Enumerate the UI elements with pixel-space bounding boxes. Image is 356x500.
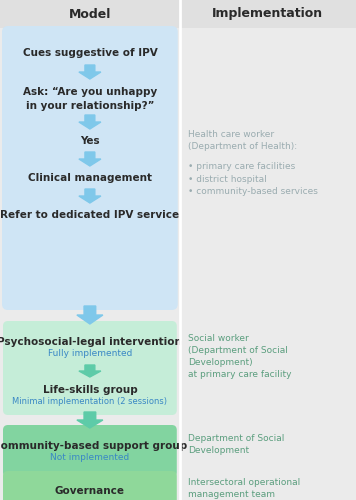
Text: Clinical management: Clinical management: [28, 173, 152, 183]
Text: Life-skills group: Life-skills group: [42, 385, 137, 395]
Text: Psychosocial-legal intervention: Psychosocial-legal intervention: [0, 337, 182, 347]
Polygon shape: [79, 365, 101, 377]
FancyBboxPatch shape: [3, 425, 177, 477]
Polygon shape: [79, 65, 101, 79]
Text: Intersectoral operational
management team: Intersectoral operational management tea…: [188, 478, 300, 499]
Text: Fully implemented: Fully implemented: [48, 348, 132, 358]
Text: Minimal implementation (2 sessions): Minimal implementation (2 sessions): [12, 396, 167, 406]
Text: Not implemented: Not implemented: [50, 454, 130, 462]
FancyBboxPatch shape: [0, 0, 356, 28]
Text: Governance: Governance: [55, 486, 125, 496]
Polygon shape: [79, 189, 101, 203]
Polygon shape: [79, 115, 101, 129]
Text: Refer to dedicated IPV service: Refer to dedicated IPV service: [0, 210, 179, 220]
Text: • primary care facilities
• district hospital
• community-based services: • primary care facilities • district hos…: [188, 162, 318, 196]
FancyBboxPatch shape: [2, 26, 178, 310]
FancyBboxPatch shape: [3, 471, 177, 500]
Text: Health care worker
(Department of Health):: Health care worker (Department of Health…: [188, 130, 297, 151]
Text: Ask: “Are you unhappy
in your relationship?”: Ask: “Are you unhappy in your relationsh…: [23, 88, 157, 110]
Text: Community-based support group: Community-based support group: [0, 441, 187, 451]
Polygon shape: [77, 412, 103, 428]
Polygon shape: [79, 152, 101, 166]
Polygon shape: [77, 306, 103, 324]
Text: Implementation: Implementation: [212, 8, 324, 20]
Text: Cues suggestive of IPV: Cues suggestive of IPV: [22, 48, 157, 58]
Text: Yes: Yes: [80, 136, 100, 146]
Text: Department of Social
Development: Department of Social Development: [188, 434, 284, 455]
FancyBboxPatch shape: [3, 321, 177, 415]
Text: Social worker
(Department of Social
Development)
at primary care facility: Social worker (Department of Social Deve…: [188, 334, 291, 380]
Text: Model: Model: [69, 8, 111, 20]
